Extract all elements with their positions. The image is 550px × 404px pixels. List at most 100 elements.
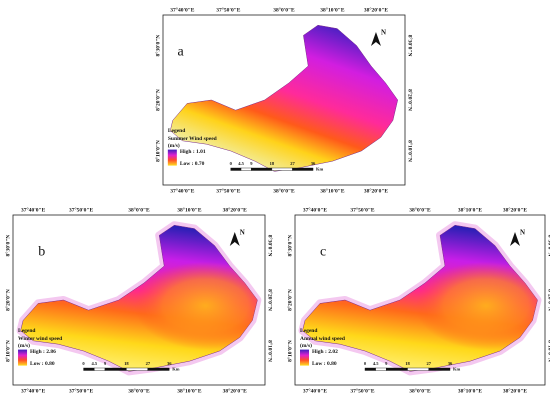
legend-low: Low : 0.80 bbox=[30, 361, 55, 367]
north-label: N bbox=[240, 229, 245, 237]
lon-label: 38°20'0"E bbox=[223, 206, 248, 213]
scale-segment bbox=[271, 167, 293, 171]
lat-label: 8°20'0"N bbox=[267, 289, 274, 311]
scale-segment bbox=[126, 367, 149, 371]
scale-tick: 36 bbox=[311, 161, 316, 166]
north-arrow bbox=[510, 232, 520, 246]
legend-title: Legend bbox=[168, 128, 185, 134]
legend-title: Legend bbox=[18, 328, 35, 334]
scale-segment bbox=[240, 167, 252, 171]
lon-label: 38°0'0"E bbox=[273, 6, 295, 13]
scale-tick: 4.5 bbox=[373, 361, 379, 366]
scale-unit: Km bbox=[172, 367, 180, 372]
scale-tick: 0 bbox=[82, 361, 85, 366]
scale-segment bbox=[147, 367, 170, 371]
scale-segment bbox=[251, 167, 273, 171]
scale-tick: 9 bbox=[385, 361, 388, 366]
lat-label: 8°20'0"N bbox=[407, 89, 414, 111]
scale-tick: 27 bbox=[290, 161, 295, 166]
scale-segment bbox=[428, 367, 451, 371]
lon-label: 38°20'0"E bbox=[364, 6, 389, 13]
panel-label: b bbox=[38, 245, 45, 260]
scale-segment bbox=[407, 367, 429, 371]
lon-label: 37°50'0"E bbox=[350, 206, 375, 213]
legend-unit: (m/s) bbox=[168, 142, 180, 149]
lon-label: 37°40'0"E bbox=[303, 206, 328, 213]
scale-tick: 0 bbox=[364, 361, 367, 366]
lat-label: 8°30'0"N bbox=[547, 235, 550, 257]
lat-label: 8°20'0"N bbox=[4, 289, 11, 311]
scale-segment bbox=[386, 367, 408, 371]
lon-label: 38°0'0"E bbox=[273, 187, 295, 194]
scale-tick: 18 bbox=[270, 161, 275, 166]
lon-label: 38°10'0"E bbox=[320, 6, 345, 13]
scale-tick: 36 bbox=[448, 361, 453, 366]
lon-label: 38°20'0"E bbox=[503, 206, 528, 213]
scale-segment bbox=[375, 367, 387, 371]
panel-label: a bbox=[178, 45, 185, 60]
scale-segment bbox=[292, 167, 314, 171]
north-arrow bbox=[229, 232, 240, 246]
lat-label: 8°10'0"N bbox=[154, 140, 161, 162]
legend-unit: (m/s) bbox=[18, 342, 30, 349]
north-label: N bbox=[520, 229, 525, 237]
lat-label: 8°30'0"N bbox=[154, 35, 161, 57]
lon-label: 38°0'0"E bbox=[409, 206, 431, 213]
lat-label: 8°10'0"N bbox=[4, 340, 11, 362]
map-panel: 37°40'0"E 37°40'0"E 37°50'0"E 37°50'0"E 38°0… bbox=[286, 206, 550, 394]
lon-label: 37°40'0"E bbox=[170, 6, 195, 13]
lon-label: 38°10'0"E bbox=[320, 187, 345, 194]
lon-label: 38°20'0"E bbox=[364, 187, 389, 194]
lon-label: 37°50'0"E bbox=[216, 6, 241, 13]
lon-label: 37°40'0"E bbox=[170, 187, 195, 194]
legend-name: Annual wind speed bbox=[300, 336, 345, 342]
legend-swatch bbox=[18, 349, 28, 366]
lon-label: 38°10'0"E bbox=[458, 387, 483, 394]
scale-tick: 4.5 bbox=[91, 361, 97, 366]
lat-label: 8°10'0"N bbox=[407, 140, 414, 162]
lon-label: 38°10'0"E bbox=[458, 206, 483, 213]
lat-label: 8°10'0"N bbox=[547, 340, 550, 362]
scale-tick: 18 bbox=[124, 361, 129, 366]
legend-high: High : 2.02 bbox=[312, 349, 338, 355]
lon-label: 38°10'0"E bbox=[177, 206, 202, 213]
north-label: N bbox=[381, 29, 386, 37]
scale-segment bbox=[230, 167, 242, 171]
lat-label: 8°30'0"N bbox=[407, 35, 414, 57]
lon-label: 38°0'0"E bbox=[128, 206, 150, 213]
lat-label: 8°30'0"N bbox=[286, 235, 293, 257]
scale-segment bbox=[94, 367, 106, 371]
region bbox=[170, 24, 398, 172]
legend-low: Low : 0.80 bbox=[312, 361, 337, 367]
map-panel: 37°40'0"E 37°40'0"E 37°50'0"E 37°50'0"E 38°0… bbox=[4, 206, 273, 394]
lon-label: 38°10'0"E bbox=[177, 387, 202, 394]
legend-name: Summer Wind speed bbox=[168, 136, 217, 142]
lon-label: 37°50'0"E bbox=[350, 387, 375, 394]
scale-segment bbox=[83, 367, 95, 371]
legend-title: Legend bbox=[300, 328, 317, 334]
legend-swatch bbox=[167, 149, 177, 166]
north-arrow bbox=[370, 32, 381, 46]
scale-segment bbox=[104, 367, 127, 371]
lon-label: 37°50'0"E bbox=[69, 387, 94, 394]
lon-label: 37°40'0"E bbox=[303, 387, 328, 394]
lat-label: 8°20'0"N bbox=[547, 289, 550, 311]
lon-label: 38°0'0"E bbox=[128, 387, 150, 394]
lat-label: 8°10'0"N bbox=[286, 340, 293, 362]
legend-low: Low : 0.70 bbox=[180, 161, 205, 167]
lon-label: 37°40'0"E bbox=[21, 206, 46, 213]
legend-swatch bbox=[300, 349, 309, 366]
scale-tick: 0 bbox=[230, 161, 233, 166]
scale-unit: Km bbox=[316, 167, 324, 172]
map-panel: 37°40'0"E 37°40'0"E 37°50'0"E 37°50'0"E 38°0… bbox=[154, 6, 413, 194]
lon-label: 37°50'0"E bbox=[216, 187, 241, 194]
region-overlay bbox=[302, 225, 538, 372]
lat-label: 8°20'0"N bbox=[154, 89, 161, 111]
scale-tick: 27 bbox=[146, 361, 151, 366]
scale-unit: Km bbox=[453, 367, 461, 372]
lat-label: 8°20'0"N bbox=[286, 289, 293, 311]
legend-unit: (m/s) bbox=[300, 342, 312, 349]
scale-tick: 9 bbox=[104, 361, 107, 366]
scale-tick: 9 bbox=[250, 161, 253, 166]
